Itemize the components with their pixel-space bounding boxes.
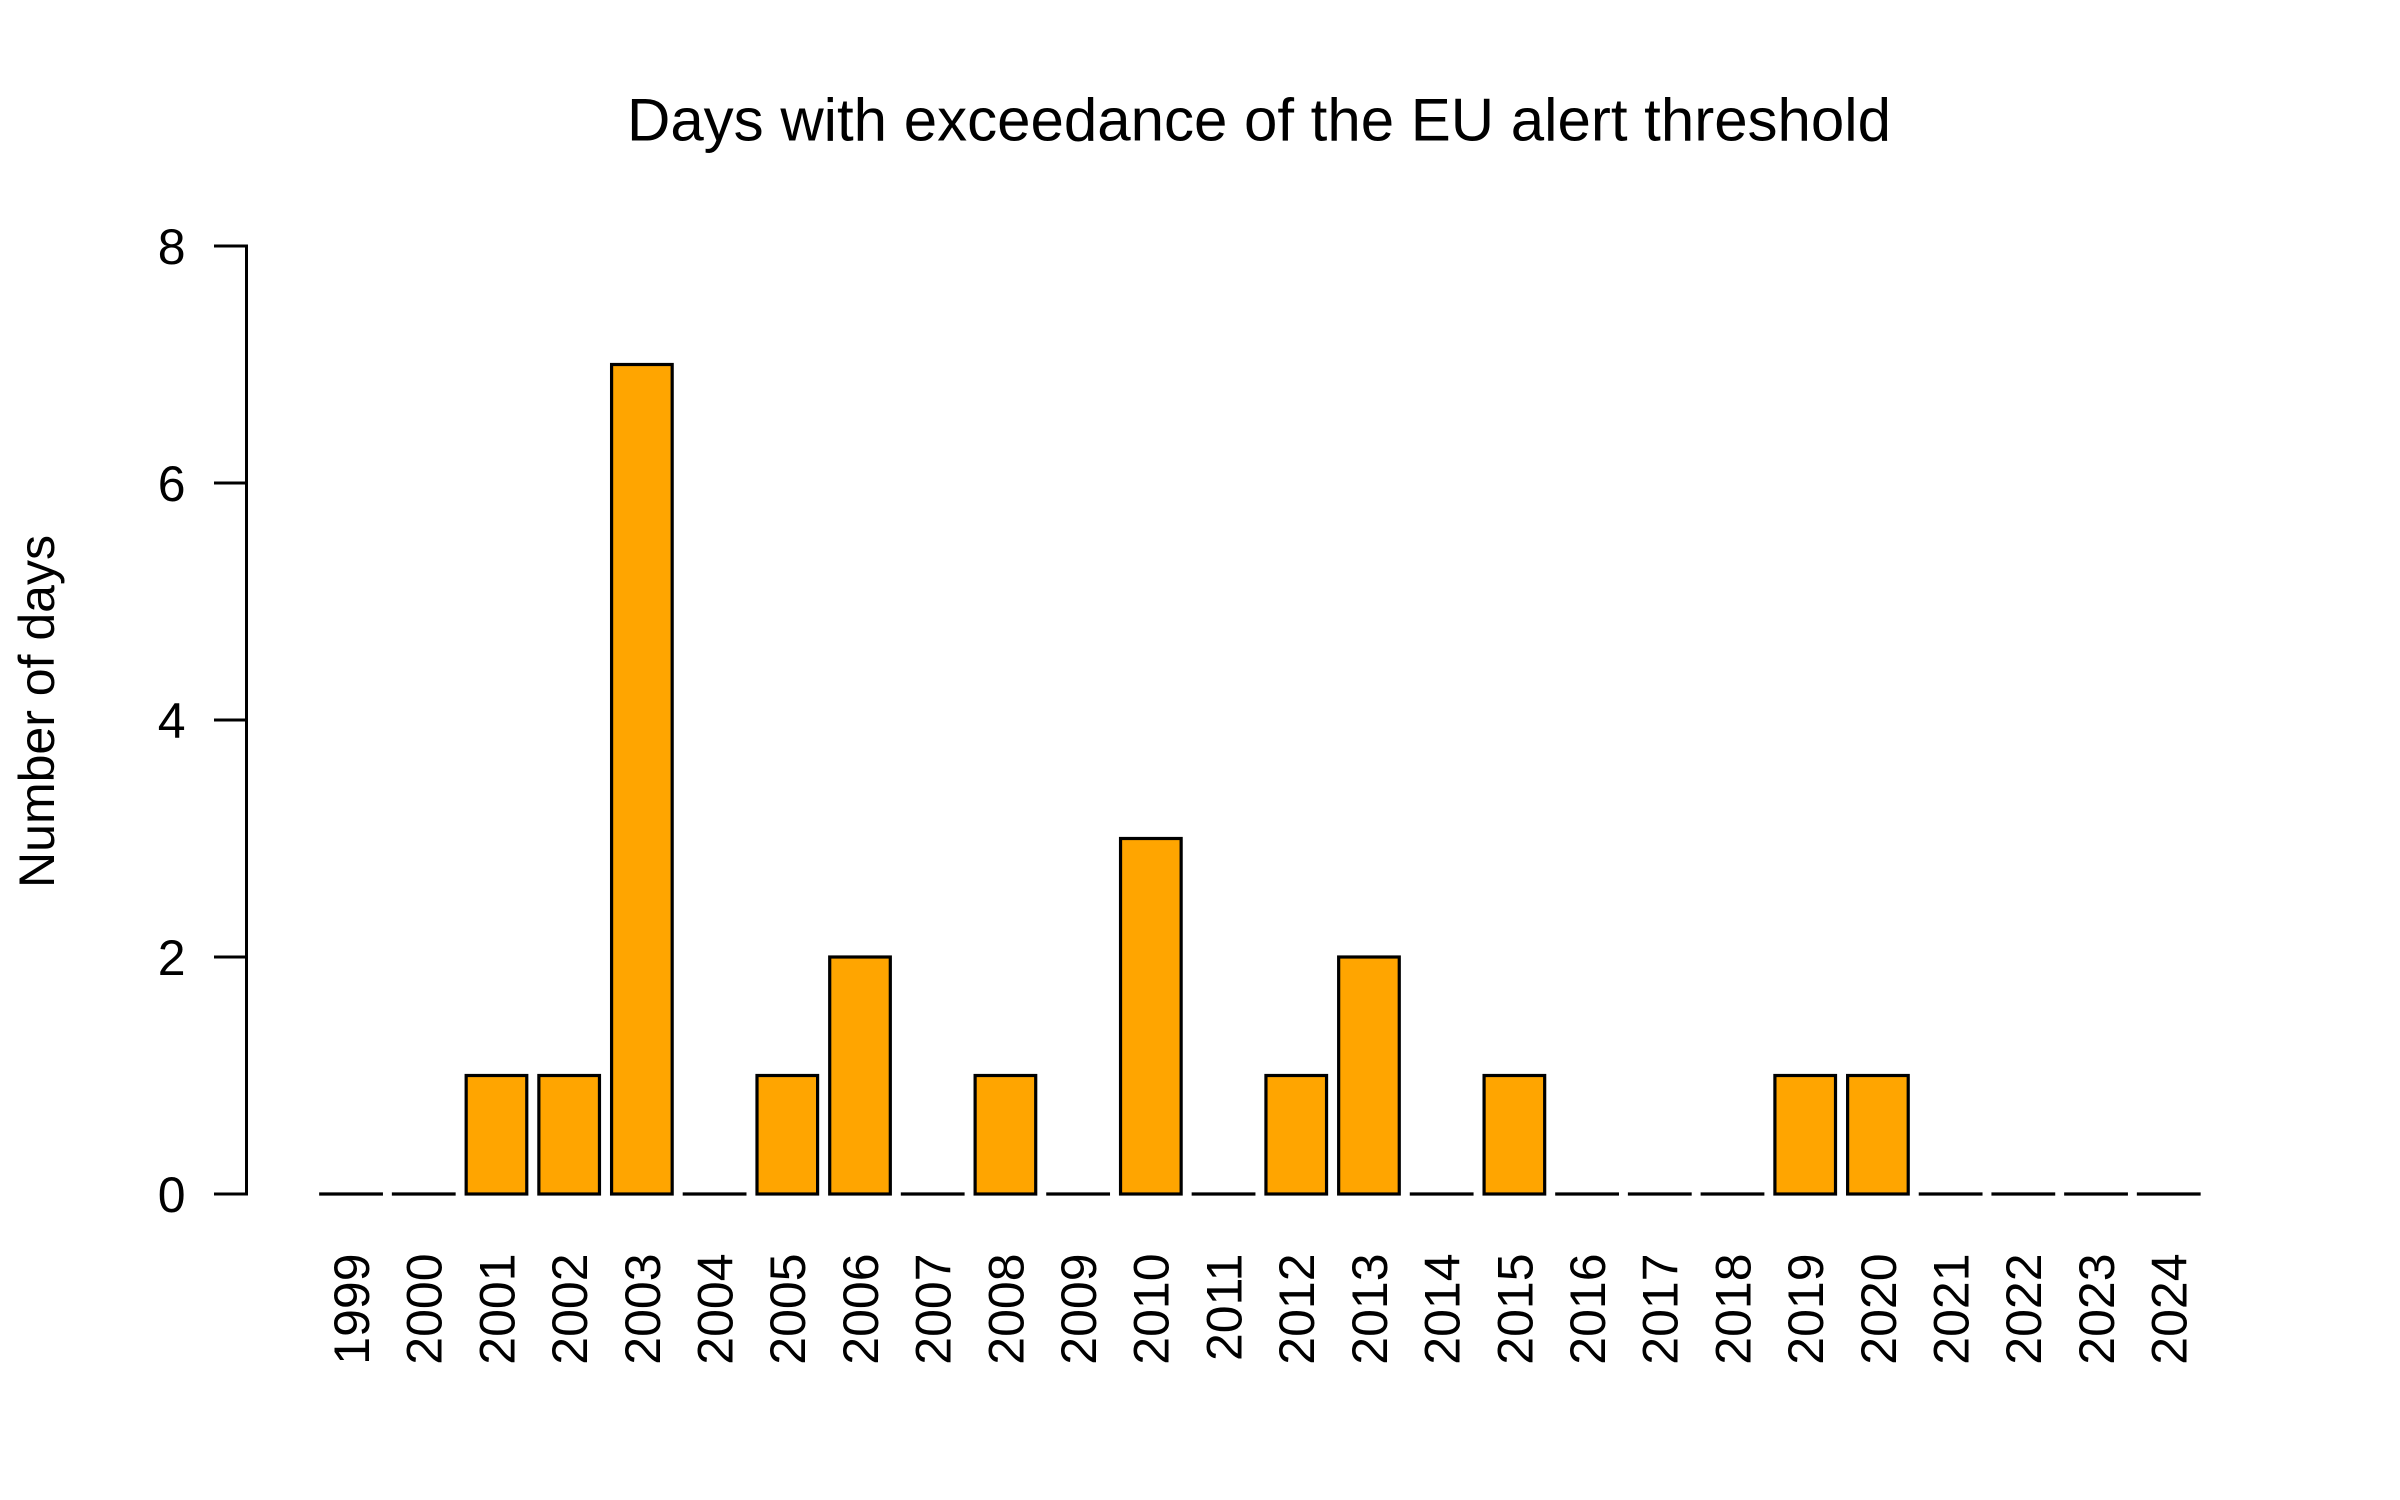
svg-text:2010: 2010: [1124, 1254, 1180, 1365]
svg-text:8: 8: [158, 219, 186, 275]
svg-text:2019: 2019: [1778, 1254, 1834, 1365]
svg-text:2015: 2015: [1487, 1254, 1543, 1365]
svg-text:2016: 2016: [1560, 1254, 1616, 1365]
svg-text:2023: 2023: [2069, 1254, 2125, 1365]
svg-text:2022: 2022: [1996, 1254, 2052, 1365]
svg-text:2009: 2009: [1051, 1254, 1107, 1365]
svg-text:2005: 2005: [760, 1254, 816, 1365]
svg-text:2012: 2012: [1269, 1254, 1325, 1365]
svg-text:2: 2: [158, 930, 186, 986]
svg-text:2004: 2004: [687, 1254, 743, 1365]
svg-text:2007: 2007: [906, 1254, 962, 1365]
svg-text:2024: 2024: [2142, 1254, 2198, 1365]
svg-text:2002: 2002: [542, 1254, 598, 1365]
svg-text:2018: 2018: [1705, 1254, 1761, 1365]
svg-text:4: 4: [158, 693, 186, 749]
svg-text:2003: 2003: [615, 1254, 671, 1365]
svg-text:2011: 2011: [1196, 1254, 1252, 1362]
svg-text:2017: 2017: [1633, 1254, 1689, 1365]
svg-text:2021: 2021: [1924, 1254, 1980, 1365]
svg-text:6: 6: [158, 456, 186, 512]
svg-text:2008: 2008: [978, 1254, 1034, 1365]
svg-text:1999: 1999: [324, 1254, 380, 1365]
svg-text:2020: 2020: [1851, 1254, 1907, 1365]
svg-text:0: 0: [158, 1167, 186, 1223]
svg-text:2001: 2001: [469, 1254, 525, 1365]
svg-text:Days with exceedance of the EU: Days with exceedance of the EU alert thr…: [627, 87, 1891, 154]
svg-text:2006: 2006: [833, 1254, 889, 1365]
svg-text:2014: 2014: [1415, 1254, 1471, 1365]
svg-text:2013: 2013: [1342, 1254, 1398, 1365]
svg-text:Number of days: Number of days: [9, 535, 65, 888]
svg-text:2000: 2000: [397, 1254, 453, 1365]
